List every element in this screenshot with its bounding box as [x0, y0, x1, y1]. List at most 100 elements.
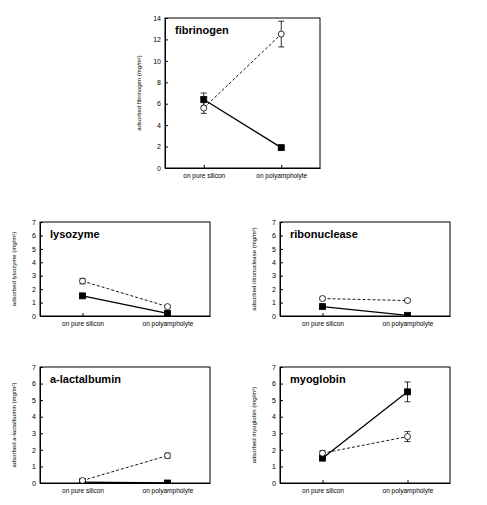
error-cap [405, 441, 411, 442]
y-tick-label: 2 [272, 447, 276, 454]
y-tick-mark [40, 384, 43, 385]
y-tick-label: 6 [32, 380, 36, 387]
x-tick: on pure silicon [302, 480, 344, 495]
y-tick-label: 4 [272, 413, 276, 420]
y-axis: 01234567 [272, 219, 283, 320]
x-tick-mark [408, 480, 409, 483]
x-tick-label: on pure silicon [302, 320, 344, 328]
y-tick-label: 2 [157, 143, 161, 150]
x-tick-label: on polyampholyte [383, 320, 434, 328]
x-tick-label: on polyampholyte [143, 320, 194, 328]
marker [320, 296, 326, 302]
y-tick: 6 [32, 232, 43, 239]
marker [405, 434, 411, 440]
series-line [323, 299, 408, 301]
x-axis: on pure silicon on polyampholyte [281, 480, 451, 495]
x-tick: on pure silicon [62, 313, 104, 328]
y-tick-mark [40, 289, 43, 290]
panel: 01234567on pure siliconon polyampholytea… [11, 364, 211, 495]
x-axis-line [41, 483, 211, 484]
x-axis: on pure siliconon polyampholyte [166, 165, 321, 180]
error-cap [201, 93, 207, 94]
y-tick-label: 7 [32, 364, 36, 371]
x-axis: on pure siliconon polyampholyte [41, 480, 211, 495]
marker [165, 480, 171, 483]
y-tick: 6 [157, 100, 168, 107]
panel: 01234567on pure siliconon polyampholytea… [251, 364, 451, 495]
y-tick: 3 [272, 272, 283, 279]
y-tick-label: 12 [153, 36, 161, 43]
y-tick-label: 5 [272, 397, 276, 404]
plot-frame [280, 367, 450, 483]
y-tick-mark [280, 235, 283, 236]
y-tick-label: 4 [32, 259, 36, 266]
y-tick-label: 14 [153, 15, 161, 22]
y-tick-label: 5 [32, 397, 36, 404]
y-tick-mark [40, 222, 43, 223]
error-cap [278, 46, 284, 47]
marker [80, 293, 86, 299]
plot-frame [40, 367, 210, 483]
figure: 02468101214on pure siliconon polyampholy… [0, 0, 487, 505]
y-tick-label: 0 [32, 313, 36, 320]
x-tick-label: on pure silicon [62, 487, 104, 495]
y-tick-label: 3 [32, 430, 36, 437]
y-tick-label: 1 [272, 299, 276, 306]
x-tick: on pure silicon [302, 313, 344, 328]
y-tick-mark [40, 276, 43, 277]
error-cap [405, 431, 411, 432]
marker [80, 278, 86, 284]
y-tick-mark [40, 235, 43, 236]
y-tick-mark [280, 400, 283, 401]
marker [278, 145, 284, 151]
y-tick-label: 0 [32, 480, 36, 487]
y-tick-label: 2 [32, 447, 36, 454]
x-tick-label: on polyampholyte [256, 172, 307, 180]
y-axis-line [40, 368, 41, 484]
y-tick: 2 [32, 447, 43, 454]
y-tick-mark [40, 466, 43, 467]
y-tick: 5 [32, 246, 43, 253]
y-tick: 5 [32, 397, 43, 404]
marker [320, 450, 326, 456]
y-tick-label: 0 [157, 165, 161, 172]
marker [405, 298, 411, 304]
y-axis-line [165, 19, 166, 169]
error-bar [165, 453, 171, 458]
x-tick-label: on pure silicon [62, 320, 104, 328]
y-tick-label: 2 [32, 286, 36, 293]
y-tick-label: 6 [272, 232, 276, 239]
y-tick-mark [280, 249, 283, 250]
error-cap [405, 381, 411, 382]
series-line [323, 392, 408, 458]
y-tick: 14 [153, 15, 168, 22]
chart-title: ribonuclease [290, 228, 358, 240]
chart-title: a-lactalbumin [50, 373, 121, 385]
marker [201, 105, 207, 111]
error-cap [405, 401, 411, 402]
x-tick: on polyampholyte [383, 480, 434, 495]
y-tick: 7 [32, 364, 43, 371]
marker [320, 304, 326, 310]
y-tick-label: 0 [272, 313, 276, 320]
marker [405, 312, 411, 316]
y-tick: 7 [32, 219, 43, 226]
series-line [83, 482, 168, 483]
y-tick: 4 [157, 122, 168, 129]
y-tick-label: 6 [157, 100, 161, 107]
marker [80, 478, 86, 483]
chart-title: fibrinogen [175, 24, 229, 36]
y-tick: 4 [32, 259, 43, 266]
y-tick-mark [280, 289, 283, 290]
y-tick-label: 1 [32, 463, 36, 470]
y-tick-label: 0 [272, 480, 276, 487]
y-tick: 5 [272, 397, 283, 404]
x-tick-mark [83, 313, 84, 316]
y-tick-label: 4 [272, 259, 276, 266]
y-tick: 12 [153, 36, 168, 43]
plot-marks [320, 296, 411, 316]
x-axis: on pure silicon on polyampholyte [281, 313, 451, 328]
y-tick-mark [165, 39, 168, 40]
plot-marks [320, 382, 411, 461]
y-tick-mark [165, 82, 168, 83]
